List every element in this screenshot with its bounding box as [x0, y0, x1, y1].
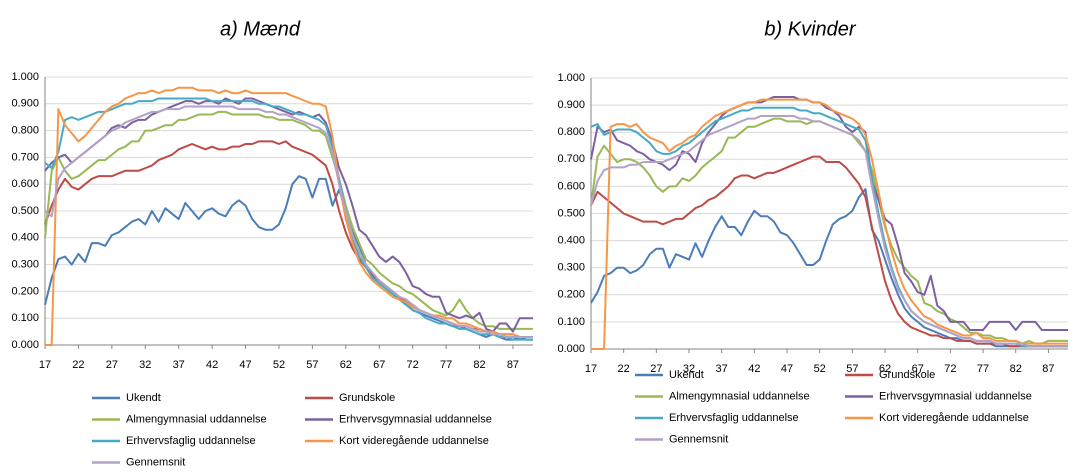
legend-label: Almengymnasial uddannelse: [126, 413, 267, 425]
x-tick-label: 62: [340, 359, 352, 371]
x-tick-label: 42: [206, 359, 218, 371]
chart-title: a) Mænd: [220, 18, 301, 40]
legend-label: Almengymnasial uddannelse: [669, 390, 810, 402]
x-tick-label: 57: [306, 359, 318, 371]
x-tick-label: 67: [373, 359, 385, 371]
y-tick-label: 0.500: [11, 205, 39, 217]
x-tick-label: 27: [106, 359, 118, 371]
series-line: [44, 110, 533, 330]
y-tick-label: 0.600: [557, 180, 585, 192]
x-tick-label: 17: [585, 363, 597, 375]
legend-label: Grundskole: [879, 369, 935, 381]
x-tick-label: 77: [977, 363, 989, 375]
legend-label: Ukendt: [126, 392, 161, 404]
x-tick-label: 32: [139, 359, 151, 371]
y-tick-label: 1.000: [557, 72, 585, 84]
y-tick-label: 0.400: [11, 232, 39, 244]
x-tick-label: 22: [618, 363, 630, 375]
y-tick-label: 0.200: [557, 289, 585, 301]
x-tick-label: 47: [239, 359, 251, 371]
series-line: [590, 155, 1068, 348]
legend-label: Kort videregående uddannelse: [339, 435, 489, 447]
y-tick-label: 0.900: [557, 99, 585, 111]
legend-label: Kort videregående uddannelse: [879, 412, 1029, 424]
y-tick-label: 0.700: [11, 151, 39, 163]
y-tick-label: 0.100: [557, 316, 585, 328]
y-tick-label: 0.200: [11, 285, 39, 297]
x-tick-label: 22: [72, 359, 84, 371]
x-tick-label: 82: [1010, 363, 1022, 375]
x-tick-label: 77: [440, 359, 452, 371]
x-tick-label: 17: [39, 359, 51, 371]
x-tick-label: 37: [716, 363, 728, 375]
x-tick-label: 67: [912, 363, 924, 375]
y-tick-label: 1.000: [11, 71, 39, 83]
y-tick-label: 0.100: [11, 312, 39, 324]
legend-label: Ukendt: [669, 369, 704, 381]
y-tick-label: 0.000: [11, 339, 39, 351]
x-tick-label: 72: [407, 359, 419, 371]
x-tick-label: 57: [846, 363, 858, 375]
x-tick-label: 87: [1042, 363, 1054, 375]
y-tick-label: 0.300: [557, 262, 585, 274]
x-tick-label: 72: [944, 363, 956, 375]
x-tick-label: 62: [879, 363, 891, 375]
x-tick-label: 52: [273, 359, 285, 371]
y-tick-label: 0.000: [557, 343, 585, 355]
legend-label: Erhvervsgymnasial uddannelse: [879, 390, 1032, 402]
x-tick-label: 42: [748, 363, 760, 375]
x-tick-label: 47: [781, 363, 793, 375]
y-tick-label: 0.900: [11, 98, 39, 110]
legend-label: Erhvervsfaglig uddannelse: [126, 435, 256, 447]
y-tick-label: 0.800: [11, 125, 39, 137]
series-line: [44, 97, 533, 333]
legend-label: Grundskole: [339, 392, 395, 404]
legend-label: Gennemsnit: [126, 456, 185, 468]
series-line: [44, 105, 533, 338]
chart-title: b) Kvinder: [764, 18, 856, 40]
y-tick-label: 0.400: [557, 235, 585, 247]
y-tick-label: 0.500: [557, 207, 585, 219]
y-tick-label: 0.600: [11, 178, 39, 190]
x-tick-label: 32: [683, 363, 695, 375]
x-tick-label: 87: [507, 359, 519, 371]
legend-label: Gennemsnit: [669, 433, 728, 445]
y-tick-label: 0.700: [557, 153, 585, 165]
x-tick-label: 37: [173, 359, 185, 371]
series-line: [591, 98, 1068, 350]
legend-label: Erhvervsgymnasial uddannelse: [339, 413, 492, 425]
x-tick-label: 82: [473, 359, 485, 371]
series-line: [590, 95, 1068, 332]
series-line: [45, 86, 533, 346]
y-tick-label: 0.800: [557, 126, 585, 138]
series-line: [44, 97, 533, 341]
x-tick-label: 27: [650, 363, 662, 375]
y-tick-label: 0.300: [11, 259, 39, 271]
series-line: [590, 114, 1068, 348]
x-tick-label: 52: [814, 363, 826, 375]
legend-label: Erhvervsfaglig uddannelse: [669, 412, 799, 424]
